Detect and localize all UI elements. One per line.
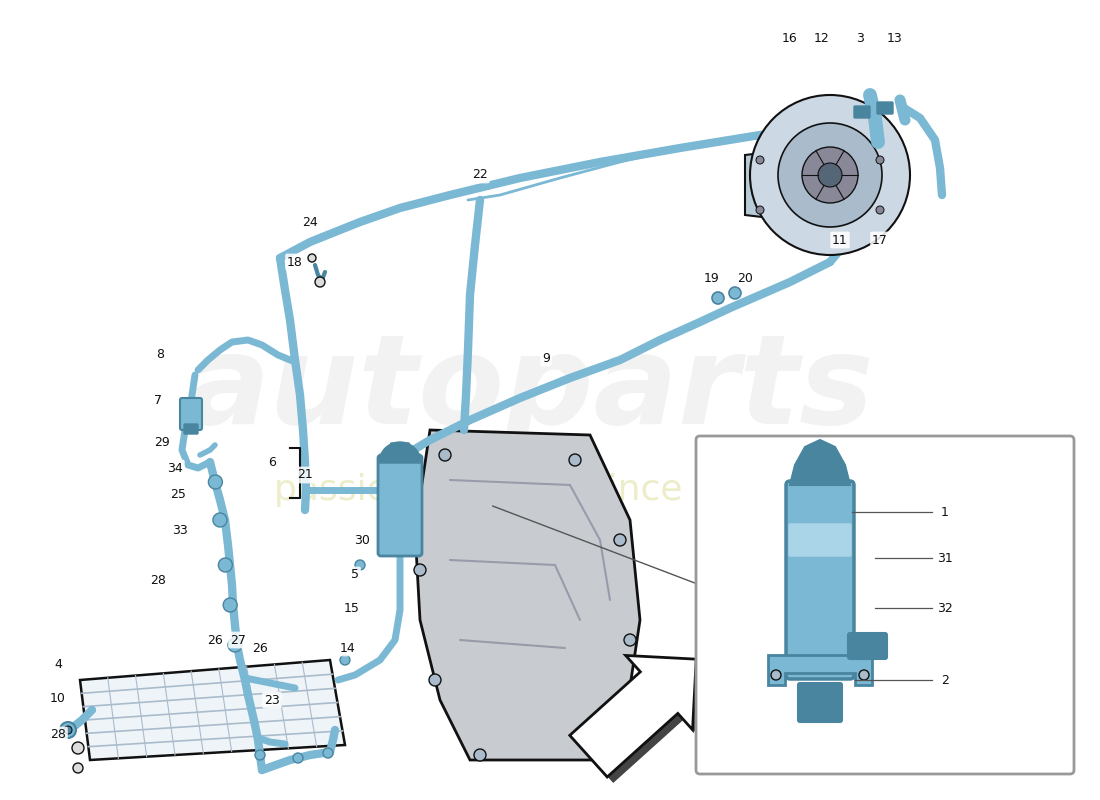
Circle shape [729,287,741,299]
Text: 16: 16 [782,31,797,45]
Text: 11: 11 [832,234,848,246]
Text: 31: 31 [937,551,953,565]
Text: 15: 15 [344,602,360,614]
Text: 19: 19 [704,271,719,285]
Circle shape [802,147,858,203]
Circle shape [876,156,884,164]
Circle shape [569,454,581,466]
Circle shape [72,742,84,754]
Circle shape [876,206,884,214]
Circle shape [73,763,82,773]
FancyBboxPatch shape [877,102,893,114]
Circle shape [778,123,882,227]
Circle shape [474,749,486,761]
Text: 3: 3 [856,31,864,45]
Circle shape [60,722,76,738]
Text: 34: 34 [167,462,183,474]
Circle shape [756,156,764,164]
Circle shape [223,598,238,612]
Polygon shape [80,660,345,760]
FancyBboxPatch shape [378,455,422,556]
Circle shape [859,670,869,680]
Circle shape [429,674,441,686]
Text: autoparts: autoparts [186,330,874,450]
Circle shape [228,638,242,652]
Text: 20: 20 [737,271,752,285]
Text: 7: 7 [154,394,162,406]
Circle shape [818,163,842,187]
Text: passion for parts since 1985: passion for parts since 1985 [274,473,786,507]
Text: 23: 23 [264,694,279,706]
Circle shape [439,449,451,461]
Circle shape [355,560,365,570]
Text: 33: 33 [172,523,188,537]
Text: 12: 12 [814,31,829,45]
Circle shape [315,277,324,287]
Text: 2: 2 [942,674,949,686]
Text: 24: 24 [302,215,318,229]
FancyBboxPatch shape [184,424,198,434]
Circle shape [756,206,764,214]
Text: 27: 27 [230,634,246,646]
Polygon shape [415,430,640,760]
Circle shape [255,750,265,760]
Text: 13: 13 [887,31,903,45]
Text: 5: 5 [351,569,359,582]
FancyBboxPatch shape [180,398,202,430]
Text: 17: 17 [872,234,888,246]
Circle shape [64,726,72,734]
Text: 14: 14 [340,642,356,654]
Circle shape [219,558,232,572]
FancyBboxPatch shape [786,481,854,679]
Text: 32: 32 [937,602,953,614]
Text: 28: 28 [150,574,166,586]
Circle shape [293,753,303,763]
Text: 26: 26 [207,634,223,646]
FancyBboxPatch shape [696,436,1074,774]
Polygon shape [745,145,890,225]
FancyBboxPatch shape [854,106,870,118]
Text: 4: 4 [54,658,62,671]
Wedge shape [379,442,421,463]
Text: 30: 30 [354,534,370,546]
Polygon shape [575,662,702,783]
Circle shape [308,254,316,262]
Polygon shape [768,655,872,685]
Circle shape [323,748,333,758]
Text: 25: 25 [170,489,186,502]
Circle shape [750,95,910,255]
Text: 8: 8 [156,349,164,362]
Polygon shape [388,443,412,458]
FancyBboxPatch shape [848,633,887,659]
Text: 6: 6 [268,455,276,469]
Text: 18: 18 [287,255,303,269]
Text: 21: 21 [297,469,312,482]
FancyBboxPatch shape [798,683,842,722]
Circle shape [208,475,222,489]
Circle shape [624,634,636,646]
Circle shape [340,655,350,665]
Polygon shape [570,655,696,777]
Text: 9: 9 [542,351,550,365]
Circle shape [414,564,426,576]
Text: 29: 29 [154,435,169,449]
Circle shape [213,513,227,527]
FancyBboxPatch shape [789,524,851,556]
Text: 26: 26 [252,642,268,654]
Circle shape [609,724,622,736]
Circle shape [712,292,724,304]
Text: 28: 28 [51,729,66,742]
Circle shape [614,534,626,546]
Polygon shape [790,440,850,485]
Text: 22: 22 [472,169,488,182]
Circle shape [771,670,781,680]
Text: 1: 1 [942,506,949,518]
Text: 10: 10 [51,691,66,705]
